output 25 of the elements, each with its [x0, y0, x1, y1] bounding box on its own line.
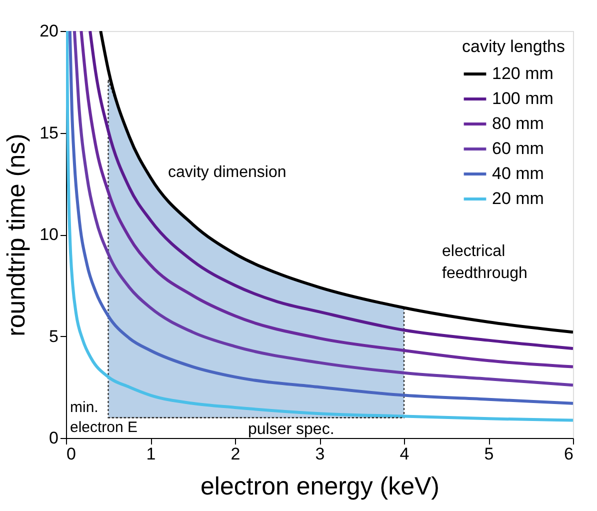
legend-label: 100 mm: [492, 89, 554, 108]
y-tick-label: 5: [49, 326, 58, 346]
y-tick-label: 20: [40, 22, 58, 40]
annotation: min. electron E: [70, 399, 138, 436]
x-tick-label: 6: [564, 444, 574, 464]
annotation: electrical feedthrough: [442, 243, 528, 282]
y-tick-label: 15: [40, 123, 58, 142]
x-axis-title: electron energy (keV): [200, 472, 440, 500]
legend-label: 20 mm: [492, 189, 544, 208]
legend-title: cavity lengths: [462, 37, 565, 56]
x-tick-label: 2: [230, 444, 240, 464]
legend-label: 80 mm: [492, 114, 544, 133]
x-tick-label: 5: [484, 444, 494, 464]
legend-label: 60 mm: [492, 139, 544, 158]
y-axis-title: roundtrip time (ns): [2, 134, 31, 336]
x-tick-label: 0: [66, 444, 76, 464]
ref-line-label: pulser spec.: [248, 421, 334, 438]
x-tick-label: 4: [400, 444, 410, 464]
legend-label: 40 mm: [492, 164, 544, 183]
y-tick-label: 10: [40, 225, 58, 244]
x-tick-label: 1: [146, 444, 156, 464]
legend-label: 120 mm: [492, 64, 554, 83]
y-tick-label: 0: [49, 428, 58, 448]
x-tick-label: 3: [315, 444, 325, 464]
annotation: cavity dimension: [168, 164, 286, 181]
